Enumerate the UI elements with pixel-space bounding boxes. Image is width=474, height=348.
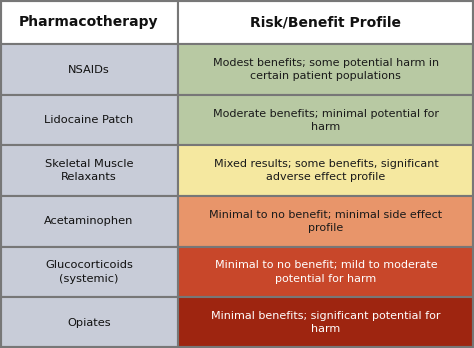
Text: Acetaminophen: Acetaminophen [44,216,134,227]
Text: Risk/Benefit Profile: Risk/Benefit Profile [250,15,401,29]
Bar [0,297,178,348]
Text: NSAIDs: NSAIDs [68,64,110,74]
Bar [0,0,178,44]
Text: Modest benefits; some potential harm in
certain patient populations: Modest benefits; some potential harm in … [213,58,439,81]
Text: Mixed results; some benefits, significant
adverse effect profile: Mixed results; some benefits, significan… [213,159,438,182]
Text: Glucocorticoids
(systemic): Glucocorticoids (systemic) [45,260,133,284]
Text: Opiates: Opiates [67,318,111,328]
Bar [178,95,474,145]
Bar [178,44,474,95]
Bar [0,196,178,247]
Text: Moderate benefits; minimal potential for
harm: Moderate benefits; minimal potential for… [213,109,439,132]
Text: Lidocaine Patch: Lidocaine Patch [44,115,134,125]
Text: Minimal to no benefit; mild to moderate
potential for harm: Minimal to no benefit; mild to moderate … [215,260,437,284]
Bar [0,247,178,297]
Bar [178,0,474,44]
Bar [0,145,178,196]
Text: Minimal benefits; significant potential for
harm: Minimal benefits; significant potential … [211,311,441,334]
Bar [178,196,474,247]
Bar [178,297,474,348]
Bar [178,247,474,297]
Bar [0,95,178,145]
Bar [0,44,178,95]
Bar [178,145,474,196]
Text: Minimal to no benefit; minimal side effect
profile: Minimal to no benefit; minimal side effe… [210,210,442,233]
Text: Skeletal Muscle
Relaxants: Skeletal Muscle Relaxants [45,159,133,182]
Text: Pharmacotherapy: Pharmacotherapy [19,15,159,29]
